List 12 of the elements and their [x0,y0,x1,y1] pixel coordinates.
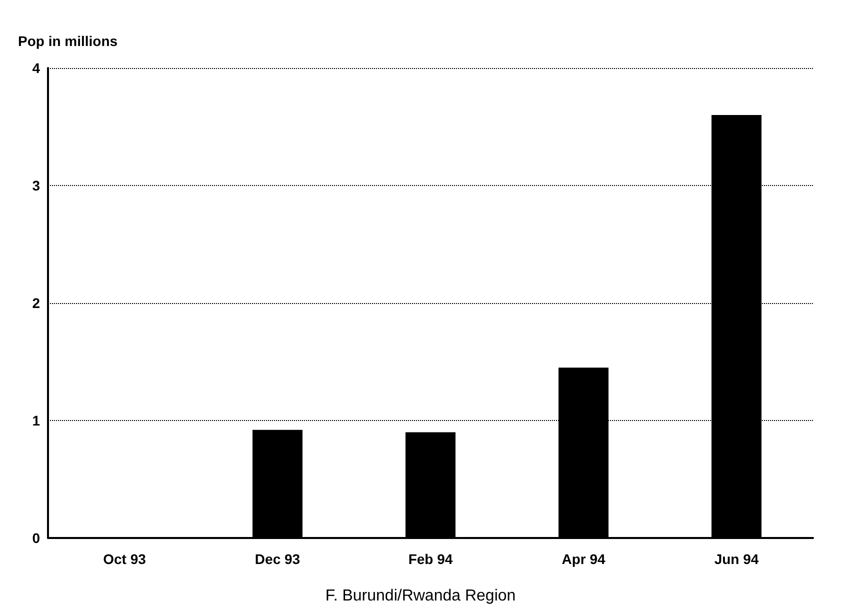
x-tick-label: Feb 94 [408,551,453,567]
y-tick-label: 0 [32,530,40,546]
x-tick-label: Dec 93 [254,551,300,567]
x-tick-label: Jun 94 [714,551,759,567]
y-tick-label: 4 [32,60,40,76]
text: F. Burundi/Rwanda Region [325,588,516,604]
y-tick-label: 3 [32,178,40,194]
x-tick-label: Oct 93 [103,551,146,567]
y-axis-title: Pop in millions [18,33,118,49]
y-tick-label: 1 [32,412,40,428]
y-tick-label: 2 [32,295,40,311]
x-tick-label: Apr 94 [562,551,606,567]
